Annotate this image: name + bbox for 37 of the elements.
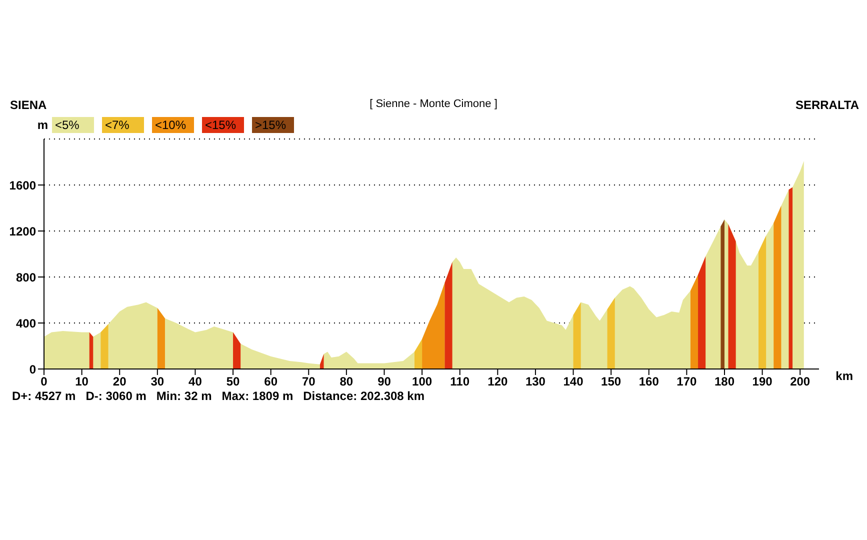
text: <7% (102, 117, 144, 133)
x-tick-label: 160 (638, 374, 660, 389)
y-tick-label: 0 (29, 362, 36, 376)
text: <15% (202, 117, 244, 133)
text: >15% (252, 117, 294, 133)
x-tick-label: 140 (563, 374, 584, 389)
x-tick-label: 70 (302, 374, 316, 389)
x-tick-label: 30 (150, 374, 164, 389)
y-tick-label: 1600 (9, 178, 36, 192)
y-tick-label: 400 (16, 316, 36, 330)
x-tick-label: 20 (112, 374, 127, 389)
y-tick-label: 800 (16, 270, 36, 284)
x-tick-label: 120 (488, 374, 508, 389)
y-axis-title: m (36, 118, 49, 132)
x-tick-label: 100 (412, 374, 432, 389)
y-tick-label: 1200 (9, 224, 36, 238)
x-tick-label: 180 (714, 374, 735, 389)
x-tick-label: 130 (525, 374, 546, 389)
x-tick-label: 10 (75, 374, 89, 389)
text: SIENA (10, 98, 47, 112)
x-tick-label: 200 (790, 374, 810, 389)
x-tick-label: 150 (601, 374, 622, 389)
x-tick-label: 0 (40, 374, 48, 389)
text: <10% (152, 117, 194, 133)
text: D+: 4527 m D-: 3060 m Min: 32 m Max: 1809 m Distance: 202.308 km (11, 389, 426, 403)
x-tick-label: 110 (450, 374, 470, 389)
text: SERRALTA (795, 98, 859, 112)
x-tick-label: 190 (752, 374, 773, 389)
text: <5% (52, 117, 94, 133)
x-tick-label: 90 (378, 374, 392, 389)
x-tick-label: 170 (676, 374, 698, 389)
x-tick-label: 60 (264, 374, 278, 389)
x-tick-label: 50 (226, 374, 240, 389)
x-tick-label: 40 (188, 374, 202, 389)
x-tick-label: 80 (340, 374, 354, 389)
x-axis-title: km (836, 369, 853, 383)
chart-title: [ Sienne - Monte Cimone ] (370, 98, 498, 110)
